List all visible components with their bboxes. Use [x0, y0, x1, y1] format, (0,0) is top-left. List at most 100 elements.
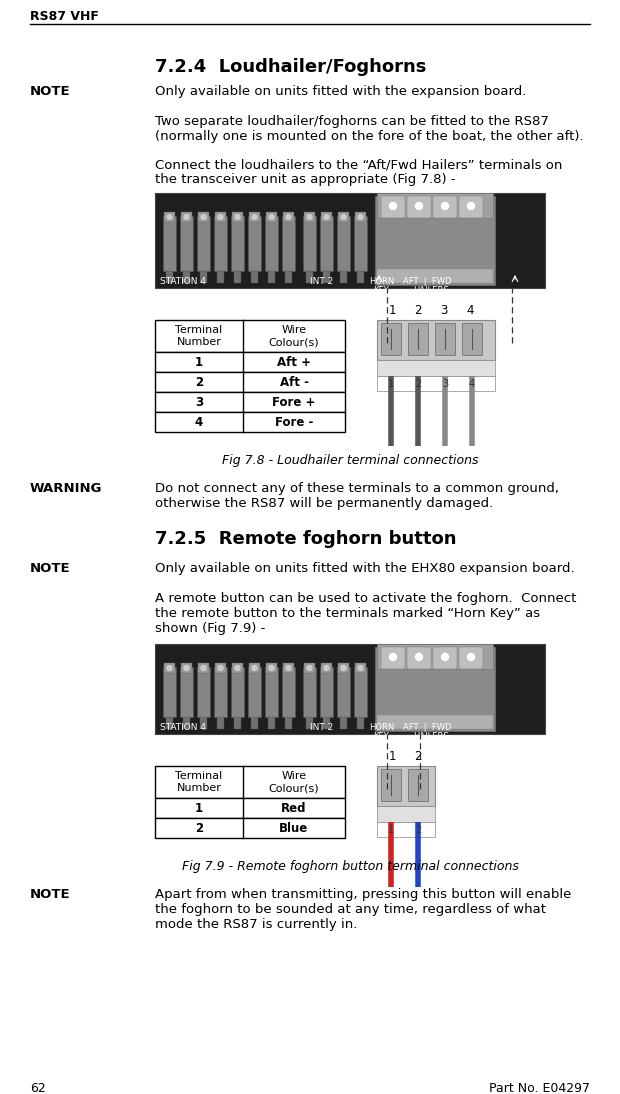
Text: 1: 1 — [195, 356, 203, 369]
Bar — [375, 196, 495, 286]
Bar — [200, 271, 207, 283]
Bar — [377, 806, 435, 822]
Bar — [323, 717, 330, 729]
Bar — [357, 717, 364, 729]
Bar — [306, 717, 313, 729]
Bar — [214, 216, 227, 271]
Text: HAILERS: HAILERS — [413, 286, 449, 295]
Bar — [163, 667, 176, 717]
FancyBboxPatch shape — [459, 647, 483, 670]
Circle shape — [252, 214, 257, 220]
Text: 2: 2 — [414, 303, 422, 316]
Text: the transceiver unit as appropriate (Fig 7.8) -: the transceiver unit as appropriate (Fig… — [155, 173, 456, 186]
Bar — [214, 667, 227, 717]
Bar — [200, 717, 207, 729]
Bar — [198, 663, 209, 673]
Bar — [304, 663, 315, 673]
Bar — [155, 818, 345, 838]
Text: 1: 1 — [388, 825, 394, 835]
Bar — [180, 216, 193, 271]
Bar — [377, 321, 495, 360]
Circle shape — [467, 653, 474, 661]
Text: Apart from when transmitting, pressing this button will enable: Apart from when transmitting, pressing t… — [155, 888, 572, 901]
Text: (normally one is mounted on the fore of the boat, the other aft).: (normally one is mounted on the fore of … — [155, 130, 583, 143]
Bar — [377, 822, 435, 837]
Text: Terminal
Number: Terminal Number — [175, 771, 223, 793]
Bar — [337, 216, 350, 271]
Bar — [377, 766, 435, 806]
Bar — [282, 667, 295, 717]
FancyBboxPatch shape — [407, 647, 431, 670]
Text: 1: 1 — [388, 303, 396, 316]
FancyBboxPatch shape — [433, 196, 457, 218]
Circle shape — [218, 214, 223, 220]
Bar — [304, 212, 315, 222]
Bar — [166, 717, 173, 729]
Bar — [408, 323, 428, 354]
Text: the remote button to the terminals marked “Horn Key” as: the remote button to the terminals marke… — [155, 607, 540, 620]
Bar — [231, 667, 244, 717]
Bar — [234, 271, 241, 283]
Bar — [183, 271, 190, 283]
Circle shape — [324, 665, 329, 671]
Bar — [377, 644, 493, 670]
Bar — [408, 769, 428, 801]
Circle shape — [167, 665, 172, 671]
Bar — [232, 663, 243, 673]
Circle shape — [341, 665, 346, 671]
Circle shape — [184, 665, 189, 671]
Circle shape — [358, 214, 363, 220]
Bar — [217, 271, 224, 283]
Text: Fig 7.8 - Loudhailer terminal connections: Fig 7.8 - Loudhailer terminal connection… — [222, 454, 478, 467]
Text: HORN: HORN — [369, 277, 394, 286]
Circle shape — [441, 653, 448, 661]
Circle shape — [307, 214, 312, 220]
Circle shape — [286, 665, 291, 671]
Text: 1: 1 — [388, 749, 396, 763]
FancyBboxPatch shape — [381, 196, 405, 218]
Circle shape — [467, 202, 474, 209]
Circle shape — [358, 665, 363, 671]
Circle shape — [235, 665, 240, 671]
FancyBboxPatch shape — [459, 196, 483, 218]
Text: 1: 1 — [195, 802, 203, 815]
Bar — [377, 193, 493, 218]
Bar — [265, 667, 278, 717]
Text: 7.2.5  Remote foghorn button: 7.2.5 Remote foghorn button — [155, 529, 456, 548]
Bar — [232, 212, 243, 222]
Text: 4: 4 — [466, 303, 474, 316]
Bar — [183, 717, 190, 729]
FancyBboxPatch shape — [433, 647, 457, 670]
Text: INT 2: INT 2 — [310, 277, 334, 286]
Bar — [266, 663, 277, 673]
Text: STATION 4: STATION 4 — [160, 723, 206, 732]
Text: STATION 4: STATION 4 — [160, 277, 206, 286]
Bar — [197, 216, 210, 271]
Bar — [381, 323, 401, 354]
Bar — [265, 216, 278, 271]
Bar — [377, 360, 495, 376]
Text: 3: 3 — [440, 303, 448, 316]
Text: KEY: KEY — [373, 286, 389, 295]
Text: Aft -: Aft - — [280, 375, 309, 388]
Bar — [164, 663, 175, 673]
Bar — [375, 647, 495, 731]
Circle shape — [201, 665, 206, 671]
Text: Terminal
Number: Terminal Number — [175, 325, 223, 347]
Text: KEY: KEY — [373, 732, 389, 741]
Bar — [320, 216, 333, 271]
Circle shape — [286, 214, 291, 220]
Bar — [377, 376, 495, 391]
Bar — [338, 212, 349, 222]
Circle shape — [184, 214, 189, 220]
Circle shape — [201, 214, 206, 220]
Text: RS87 VHF: RS87 VHF — [30, 10, 99, 23]
Bar — [181, 663, 192, 673]
Bar — [248, 667, 261, 717]
Bar — [181, 212, 192, 222]
Bar — [337, 667, 350, 717]
Text: Only available on units fitted with the expansion board.: Only available on units fitted with the … — [155, 85, 526, 98]
Bar — [338, 663, 349, 673]
Bar — [215, 212, 226, 222]
Text: Aft +: Aft + — [277, 356, 311, 369]
